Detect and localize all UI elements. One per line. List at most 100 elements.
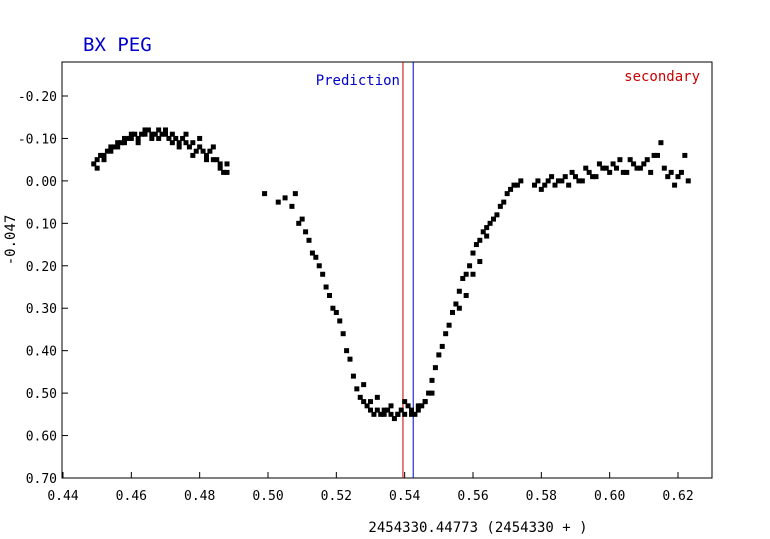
data-point xyxy=(262,191,268,197)
data-point xyxy=(224,169,230,175)
data-point xyxy=(593,174,599,180)
data-point xyxy=(142,131,148,137)
data-point xyxy=(436,352,442,358)
data-point xyxy=(463,271,469,277)
data-point xyxy=(685,178,691,184)
data-point xyxy=(217,165,223,171)
data-point xyxy=(651,152,657,158)
y-tick-label: -0.20 xyxy=(18,90,57,105)
data-point xyxy=(668,169,674,175)
data-point xyxy=(477,259,483,265)
data-point xyxy=(429,390,435,396)
data-point xyxy=(142,127,148,133)
data-point xyxy=(347,356,353,362)
data-point xyxy=(443,331,449,337)
data-point xyxy=(439,343,445,349)
data-point xyxy=(340,331,346,337)
data-point xyxy=(111,144,117,150)
x-tick-label: 0.44 xyxy=(47,489,78,504)
data-point xyxy=(197,144,203,150)
data-point xyxy=(176,140,182,146)
data-point xyxy=(115,140,121,146)
data-point xyxy=(104,148,110,154)
data-point xyxy=(316,263,322,269)
data-point xyxy=(576,178,582,184)
data-point xyxy=(292,191,298,197)
data-point xyxy=(514,182,520,188)
data-point xyxy=(108,148,114,154)
y-tick-label: 0.00 xyxy=(26,175,57,190)
data-point xyxy=(658,140,664,146)
data-point xyxy=(614,165,619,171)
data-point xyxy=(610,161,616,167)
data-point xyxy=(644,157,650,163)
data-point xyxy=(398,407,404,413)
data-point xyxy=(665,174,671,180)
data-point xyxy=(327,292,332,298)
data-point xyxy=(289,203,295,209)
data-point xyxy=(545,178,551,184)
data-point xyxy=(122,135,127,141)
x-tick-label: 0.58 xyxy=(526,489,557,504)
data-point xyxy=(361,382,367,388)
data-point xyxy=(323,284,329,290)
data-point xyxy=(450,309,455,315)
y-tick-label: 0.40 xyxy=(26,345,57,360)
data-point xyxy=(374,394,380,400)
y-axis-ticks: -0.20 -0.10 0.00 0.10 0.20 0.30 0.40 0.50 0.60 0.… xyxy=(18,90,68,487)
y-tick-label: 0.30 xyxy=(26,302,57,317)
data-point xyxy=(497,203,503,209)
secondary-label: secondary xyxy=(624,69,700,85)
data-points xyxy=(91,127,691,422)
data-point xyxy=(210,157,216,163)
data-point xyxy=(422,399,428,405)
data-point xyxy=(125,135,131,141)
data-point xyxy=(627,157,633,163)
data-point xyxy=(152,131,158,137)
data-point xyxy=(470,271,476,277)
data-point xyxy=(350,373,356,379)
data-point xyxy=(354,386,360,392)
data-point xyxy=(200,148,206,154)
data-point xyxy=(186,144,192,150)
data-point xyxy=(309,250,315,256)
data-point xyxy=(190,152,196,158)
data-point xyxy=(535,178,541,184)
data-point xyxy=(98,152,104,158)
data-point xyxy=(508,186,514,192)
data-point xyxy=(378,411,384,417)
data-point xyxy=(108,144,114,150)
data-point xyxy=(617,157,623,163)
y-tick-label: 0.20 xyxy=(26,260,57,275)
data-point xyxy=(491,216,496,222)
x-tick-label: 0.52 xyxy=(321,489,352,504)
data-point xyxy=(303,229,309,235)
data-point xyxy=(128,135,134,141)
data-point xyxy=(419,403,425,409)
data-point xyxy=(371,411,377,417)
data-point xyxy=(132,131,138,137)
data-point xyxy=(166,135,172,141)
data-point xyxy=(484,225,490,231)
data-point xyxy=(122,140,127,146)
y-tick-label: -0.10 xyxy=(18,132,57,147)
data-point xyxy=(282,195,288,201)
data-point xyxy=(101,157,107,163)
data-point xyxy=(333,309,339,315)
data-point xyxy=(163,131,168,137)
data-point xyxy=(149,135,155,141)
x-axis-label: 2454330.44773 (2454330 + ) xyxy=(368,520,587,536)
data-point xyxy=(395,411,401,417)
x-tick-label: 0.46 xyxy=(116,489,147,504)
data-point xyxy=(504,191,510,197)
data-point xyxy=(402,411,408,417)
data-point xyxy=(518,178,524,184)
y-tick-label: 0.60 xyxy=(26,430,57,445)
data-point xyxy=(217,161,223,167)
data-point xyxy=(641,161,647,167)
x-tick-label: 0.50 xyxy=(252,489,283,504)
data-point xyxy=(532,182,537,188)
data-point xyxy=(672,182,678,188)
data-point xyxy=(296,220,302,226)
data-point xyxy=(221,169,227,175)
